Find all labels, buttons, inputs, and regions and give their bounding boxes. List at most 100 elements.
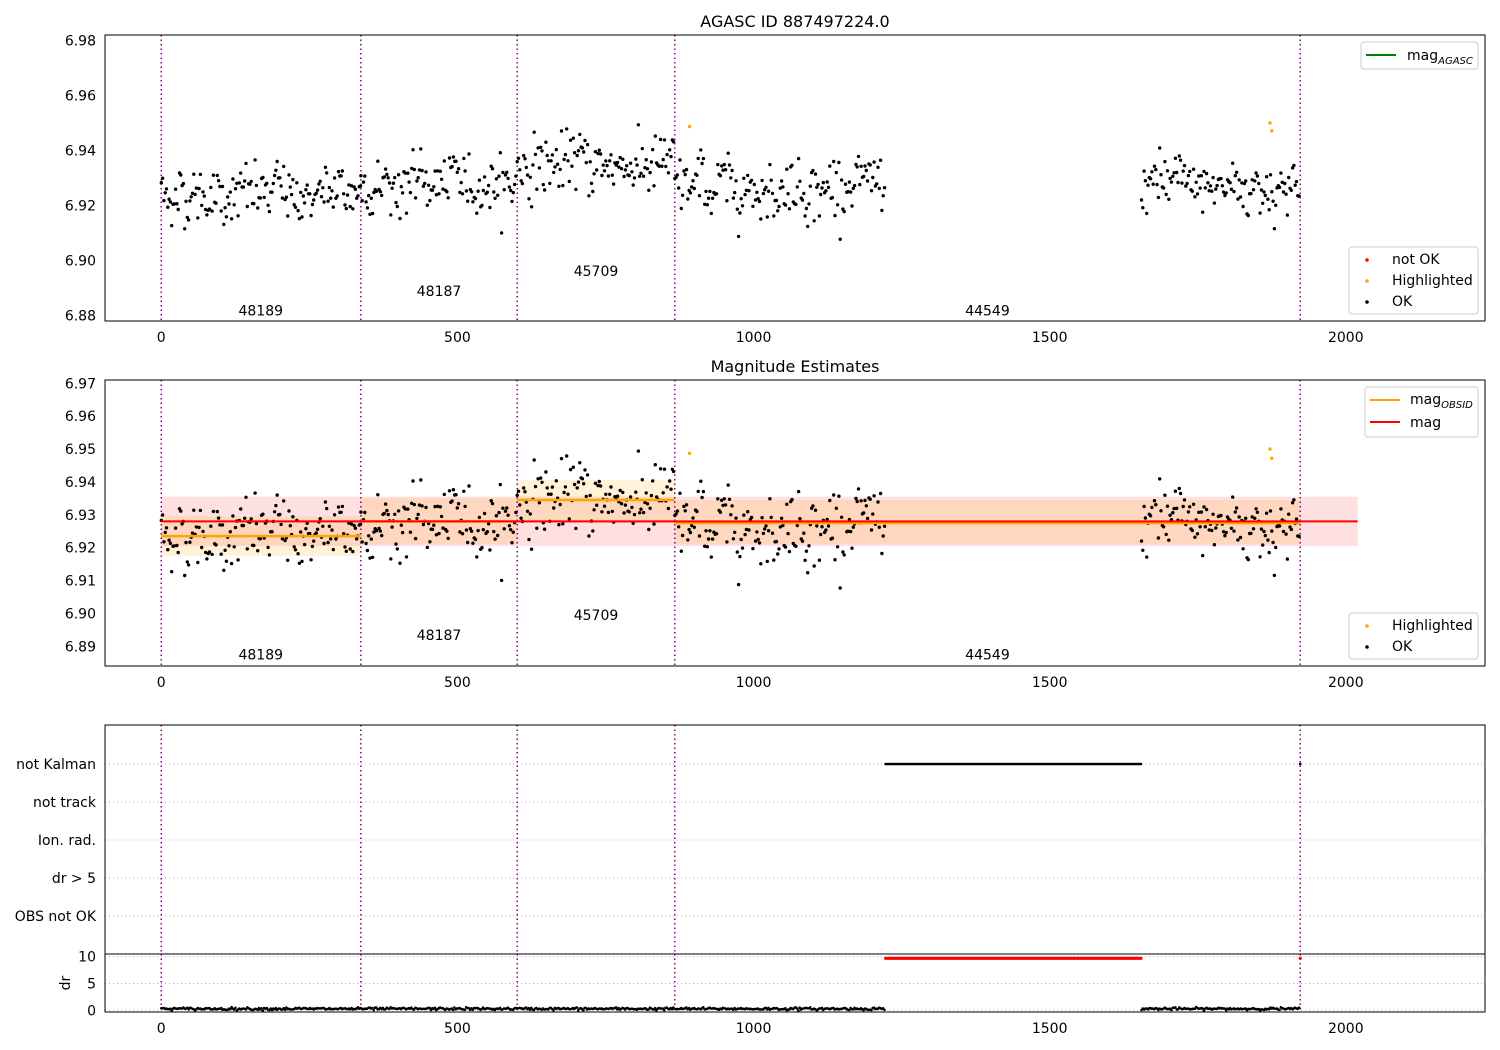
data-point bbox=[826, 524, 831, 528]
data-point bbox=[1143, 179, 1148, 183]
data-point bbox=[552, 170, 556, 175]
data-point bbox=[1190, 189, 1195, 193]
data-point bbox=[219, 209, 223, 213]
obsid-band bbox=[517, 480, 675, 523]
data-point bbox=[485, 190, 489, 194]
data-point bbox=[497, 174, 501, 178]
data-point bbox=[692, 525, 696, 529]
data-point bbox=[220, 184, 225, 189]
data-point bbox=[369, 196, 373, 200]
data-point bbox=[467, 484, 471, 488]
data-point bbox=[1251, 188, 1256, 192]
data-point bbox=[588, 493, 592, 498]
data-point bbox=[454, 159, 458, 163]
data-point bbox=[1258, 211, 1262, 215]
data-point bbox=[589, 181, 594, 185]
data-point bbox=[1281, 190, 1286, 194]
data-point bbox=[802, 191, 806, 196]
data-point bbox=[842, 553, 846, 557]
data-point bbox=[587, 194, 591, 198]
data-point bbox=[640, 146, 644, 151]
data-point bbox=[795, 185, 799, 189]
data-point bbox=[518, 503, 522, 507]
data-point bbox=[592, 172, 596, 176]
data-point bbox=[239, 507, 243, 511]
data-point bbox=[1186, 173, 1191, 178]
data-point bbox=[296, 552, 300, 556]
data-point bbox=[351, 207, 355, 211]
data-point bbox=[563, 485, 568, 489]
data-point bbox=[649, 160, 654, 164]
data-point bbox=[684, 167, 689, 172]
data-point bbox=[1246, 557, 1251, 562]
data-point bbox=[597, 479, 601, 484]
data-point bbox=[428, 198, 432, 203]
data-point bbox=[293, 205, 298, 209]
data-point bbox=[367, 534, 371, 538]
obs-label: 44549 bbox=[965, 304, 1010, 320]
data-point bbox=[302, 542, 307, 547]
data-point bbox=[436, 504, 440, 508]
data-point bbox=[1272, 573, 1277, 578]
data-point bbox=[1206, 181, 1210, 185]
data-point bbox=[743, 532, 747, 537]
data-point bbox=[305, 183, 309, 187]
data-point bbox=[699, 479, 703, 483]
data-point bbox=[628, 161, 633, 165]
data-point bbox=[262, 195, 266, 200]
data-point bbox=[451, 488, 456, 492]
data-point bbox=[519, 179, 523, 183]
data-point bbox=[1289, 188, 1294, 192]
data-point bbox=[815, 524, 819, 528]
data-point bbox=[602, 504, 607, 508]
data-point bbox=[1201, 553, 1205, 558]
data-point bbox=[678, 491, 682, 495]
data-point bbox=[321, 524, 325, 528]
data-point bbox=[304, 527, 308, 531]
data-point bbox=[464, 528, 469, 532]
data-point bbox=[777, 547, 781, 551]
data-point bbox=[233, 187, 238, 191]
dr-point-not-ok bbox=[1298, 956, 1302, 960]
data-point bbox=[1259, 188, 1264, 192]
panel3-category-labels: not Kalman not track Ion. rad. dr > 5 OB… bbox=[15, 757, 97, 925]
data-point bbox=[639, 507, 643, 511]
data-point bbox=[1155, 182, 1159, 187]
y-tick-label: 6.96 bbox=[65, 409, 96, 425]
data-point bbox=[744, 527, 749, 532]
data-point bbox=[278, 512, 282, 517]
data-point bbox=[1287, 512, 1291, 516]
data-point bbox=[424, 170, 428, 174]
data-point bbox=[1266, 197, 1270, 201]
data-point bbox=[244, 495, 248, 499]
data-point bbox=[567, 517, 571, 521]
data-point bbox=[456, 167, 461, 171]
data-point bbox=[759, 217, 763, 221]
data-point bbox=[1150, 170, 1154, 174]
data-point bbox=[546, 492, 551, 496]
data-point bbox=[630, 170, 634, 174]
data-point bbox=[598, 152, 603, 156]
data-point bbox=[790, 163, 794, 167]
data-point bbox=[192, 508, 196, 512]
data-point bbox=[631, 183, 635, 187]
data-point bbox=[781, 185, 785, 189]
data-point bbox=[662, 138, 667, 142]
data-point bbox=[755, 530, 759, 534]
data-point bbox=[606, 510, 611, 515]
data-point bbox=[196, 560, 200, 565]
data-point bbox=[477, 178, 482, 182]
data-point bbox=[450, 499, 454, 503]
data-point bbox=[228, 190, 232, 194]
data-point bbox=[326, 199, 330, 203]
data-point bbox=[877, 525, 881, 529]
data-point bbox=[570, 164, 574, 168]
data-point bbox=[1142, 504, 1146, 509]
data-point bbox=[434, 533, 439, 537]
data-point bbox=[520, 181, 525, 186]
data-point bbox=[1202, 505, 1206, 509]
data-point bbox=[164, 187, 169, 191]
data-point bbox=[216, 179, 221, 183]
data-point bbox=[837, 160, 841, 165]
data-point bbox=[1171, 174, 1175, 178]
